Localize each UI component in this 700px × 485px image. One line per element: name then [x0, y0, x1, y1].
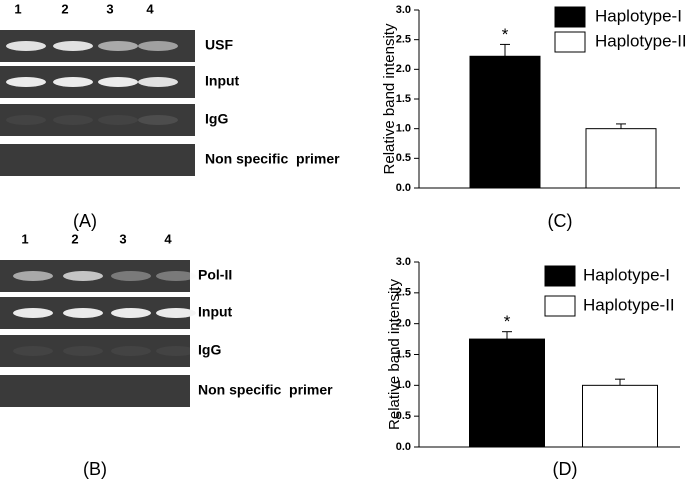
gel-band	[63, 308, 103, 318]
lane-number: 2	[71, 231, 78, 246]
y-tick-label: 0.5	[396, 152, 411, 164]
panel-label: (D)	[553, 459, 578, 479]
gel-row-label: Non specific primer	[198, 382, 333, 398]
gel-band	[138, 115, 178, 125]
gel-row-label: Input	[205, 73, 240, 89]
gel-band	[63, 271, 103, 281]
y-tick-label: 0.5	[396, 410, 411, 422]
gel-row-label: Non specific primer	[205, 151, 340, 167]
gel-band	[63, 346, 103, 356]
bar	[585, 128, 657, 189]
legend-swatch	[544, 265, 576, 287]
legend-label: Haplotype-II	[595, 31, 687, 50]
legend-swatch	[554, 6, 586, 28]
legend-label: Haplotype-I	[583, 265, 670, 284]
gel-band	[156, 346, 196, 356]
gel-band	[156, 271, 196, 281]
gel-row-label: IgG	[205, 111, 228, 127]
y-tick-label: 0.0	[396, 182, 411, 194]
lane-number: 1	[14, 1, 21, 16]
y-tick-label: 1.5	[396, 93, 411, 105]
gel-band	[111, 271, 151, 281]
significance-mark: *	[504, 312, 511, 331]
bar	[469, 55, 541, 189]
gel-strip	[0, 375, 190, 407]
gel-strip	[0, 335, 190, 367]
y-axis-label: Relative band intensity	[386, 279, 403, 430]
y-tick-label: 2.5	[396, 34, 411, 46]
lane-number: 2	[61, 1, 68, 16]
y-axis-label: Relative band intensity	[381, 23, 398, 174]
gel-band	[138, 77, 178, 87]
gel-band	[6, 41, 46, 51]
lane-number: 4	[164, 231, 172, 246]
panel-label: (C)	[548, 211, 573, 231]
gel-band	[13, 271, 53, 281]
legend-swatch	[544, 295, 576, 317]
gel-band	[111, 346, 151, 356]
gel-band	[53, 41, 93, 51]
gel-row-label: Input	[198, 304, 233, 320]
gel-band	[138, 41, 178, 51]
gel-band	[111, 308, 151, 318]
gel-band	[98, 115, 138, 125]
y-tick-label: 3.0	[396, 256, 411, 268]
gel-strip	[0, 144, 195, 176]
panel-label: (A)	[73, 211, 97, 231]
legend-swatch	[554, 31, 586, 53]
gel-band	[53, 77, 93, 87]
y-tick-label: 2.5	[396, 287, 411, 299]
bar	[469, 338, 545, 448]
gel-band	[98, 41, 138, 51]
gel-band	[6, 115, 46, 125]
gel-band	[156, 308, 196, 318]
lane-number: 3	[106, 1, 113, 16]
gel-band	[98, 77, 138, 87]
legend-label: Haplotype-I	[595, 6, 682, 25]
legend-label: Haplotype-II	[583, 295, 675, 314]
gel-strip	[0, 104, 195, 136]
gel-band	[13, 308, 53, 318]
y-tick-label: 0.0	[396, 441, 411, 453]
lane-number: 4	[146, 1, 154, 16]
lane-number: 1	[21, 231, 28, 246]
y-tick-label: 2.0	[396, 318, 411, 330]
panel-label: (B)	[83, 459, 107, 479]
y-tick-label: 1.0	[396, 379, 411, 391]
y-tick-label: 2.0	[396, 63, 411, 75]
gel-row-label: USF	[205, 37, 233, 53]
gel-row-label: Pol-II	[198, 267, 232, 283]
gel-band	[6, 77, 46, 87]
y-tick-label: 1.5	[396, 348, 411, 360]
gel-band	[13, 346, 53, 356]
y-tick-label: 1.0	[396, 123, 411, 135]
lane-number: 3	[119, 231, 126, 246]
y-tick-label: 3.0	[396, 4, 411, 16]
gel-band	[53, 115, 93, 125]
bar	[582, 384, 658, 448]
significance-mark: *	[502, 25, 509, 44]
gel-row-label: IgG	[198, 342, 221, 358]
